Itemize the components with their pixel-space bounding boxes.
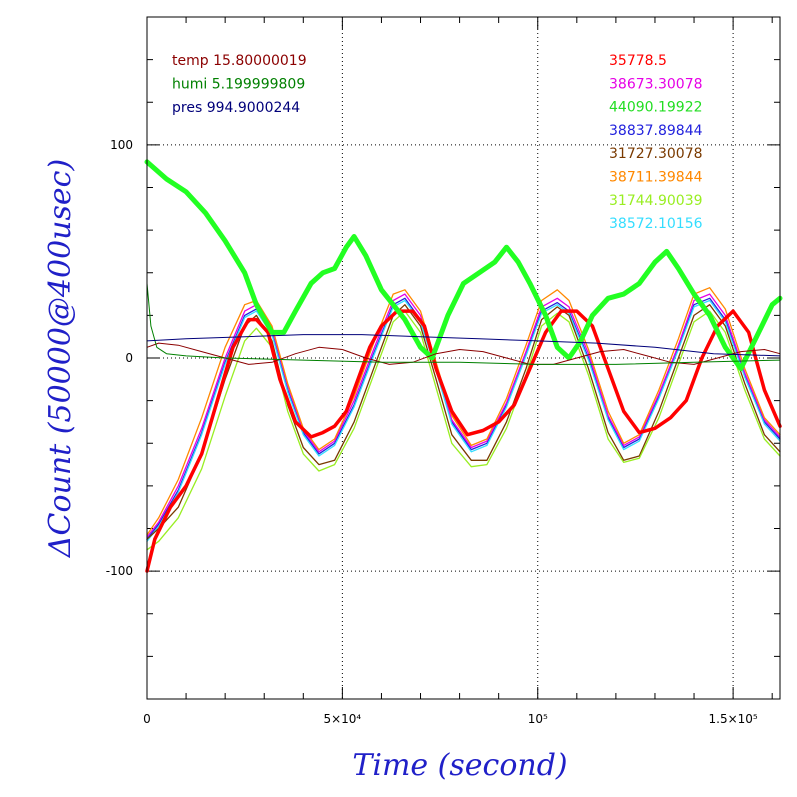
x-tick-label-1: 5×10⁴ <box>323 712 361 726</box>
series-line-7 <box>144 159 783 372</box>
plot-frame <box>146 16 781 700</box>
series-line-2 <box>146 299 781 542</box>
count-legend: 35778.5 38673.30078 44090.19922 38837.89844… <box>609 53 703 232</box>
x-tick-label-0: 0 <box>143 712 151 726</box>
y-axis-title: ΔCount (50000@400usec) <box>43 159 78 558</box>
count-legend-item-3: 38837.89844 <box>609 123 703 139</box>
env-legend-item-0: temp 15.80000019 <box>172 53 307 69</box>
x-axis-title: Time (second) <box>352 748 567 783</box>
series-line-10 <box>146 334 781 357</box>
count-legend-item-5: 38711.39844 <box>609 170 703 186</box>
x-tick-label-2: 10⁵ <box>528 712 548 726</box>
env-legend: temp 15.80000019 humi 5.199999809 pres 994… <box>172 53 307 116</box>
tick-labels: 0 5×10⁴ 10⁵ 1.5×10⁵ -100 0 100 <box>106 138 758 726</box>
series-lines <box>144 159 783 573</box>
series-line-6 <box>145 309 782 573</box>
series-line-5 <box>146 310 781 551</box>
count-legend-item-0: 35778.5 <box>609 53 667 69</box>
series-line-4 <box>146 304 781 540</box>
env-legend-item-2: pres 994.9000244 <box>172 100 300 116</box>
count-legend-item-6: 31744.90039 <box>609 193 703 209</box>
env-legend-item-1: humi 5.199999809 <box>172 77 305 93</box>
y-tick-label-1: 0 <box>125 351 133 365</box>
series-line-9 <box>146 282 781 365</box>
x-tick-label-3: 1.5×10⁵ <box>709 712 758 726</box>
count-legend-item-4: 31727.30078 <box>609 146 703 162</box>
count-legend-item-1: 38673.30078 <box>609 76 703 92</box>
count-legend-item-2: 44090.19922 <box>609 100 703 116</box>
y-tick-label-0: -100 <box>106 564 133 578</box>
y-tick-label-2: 100 <box>110 138 133 152</box>
count-legend-item-7: 38572.10156 <box>609 216 703 232</box>
